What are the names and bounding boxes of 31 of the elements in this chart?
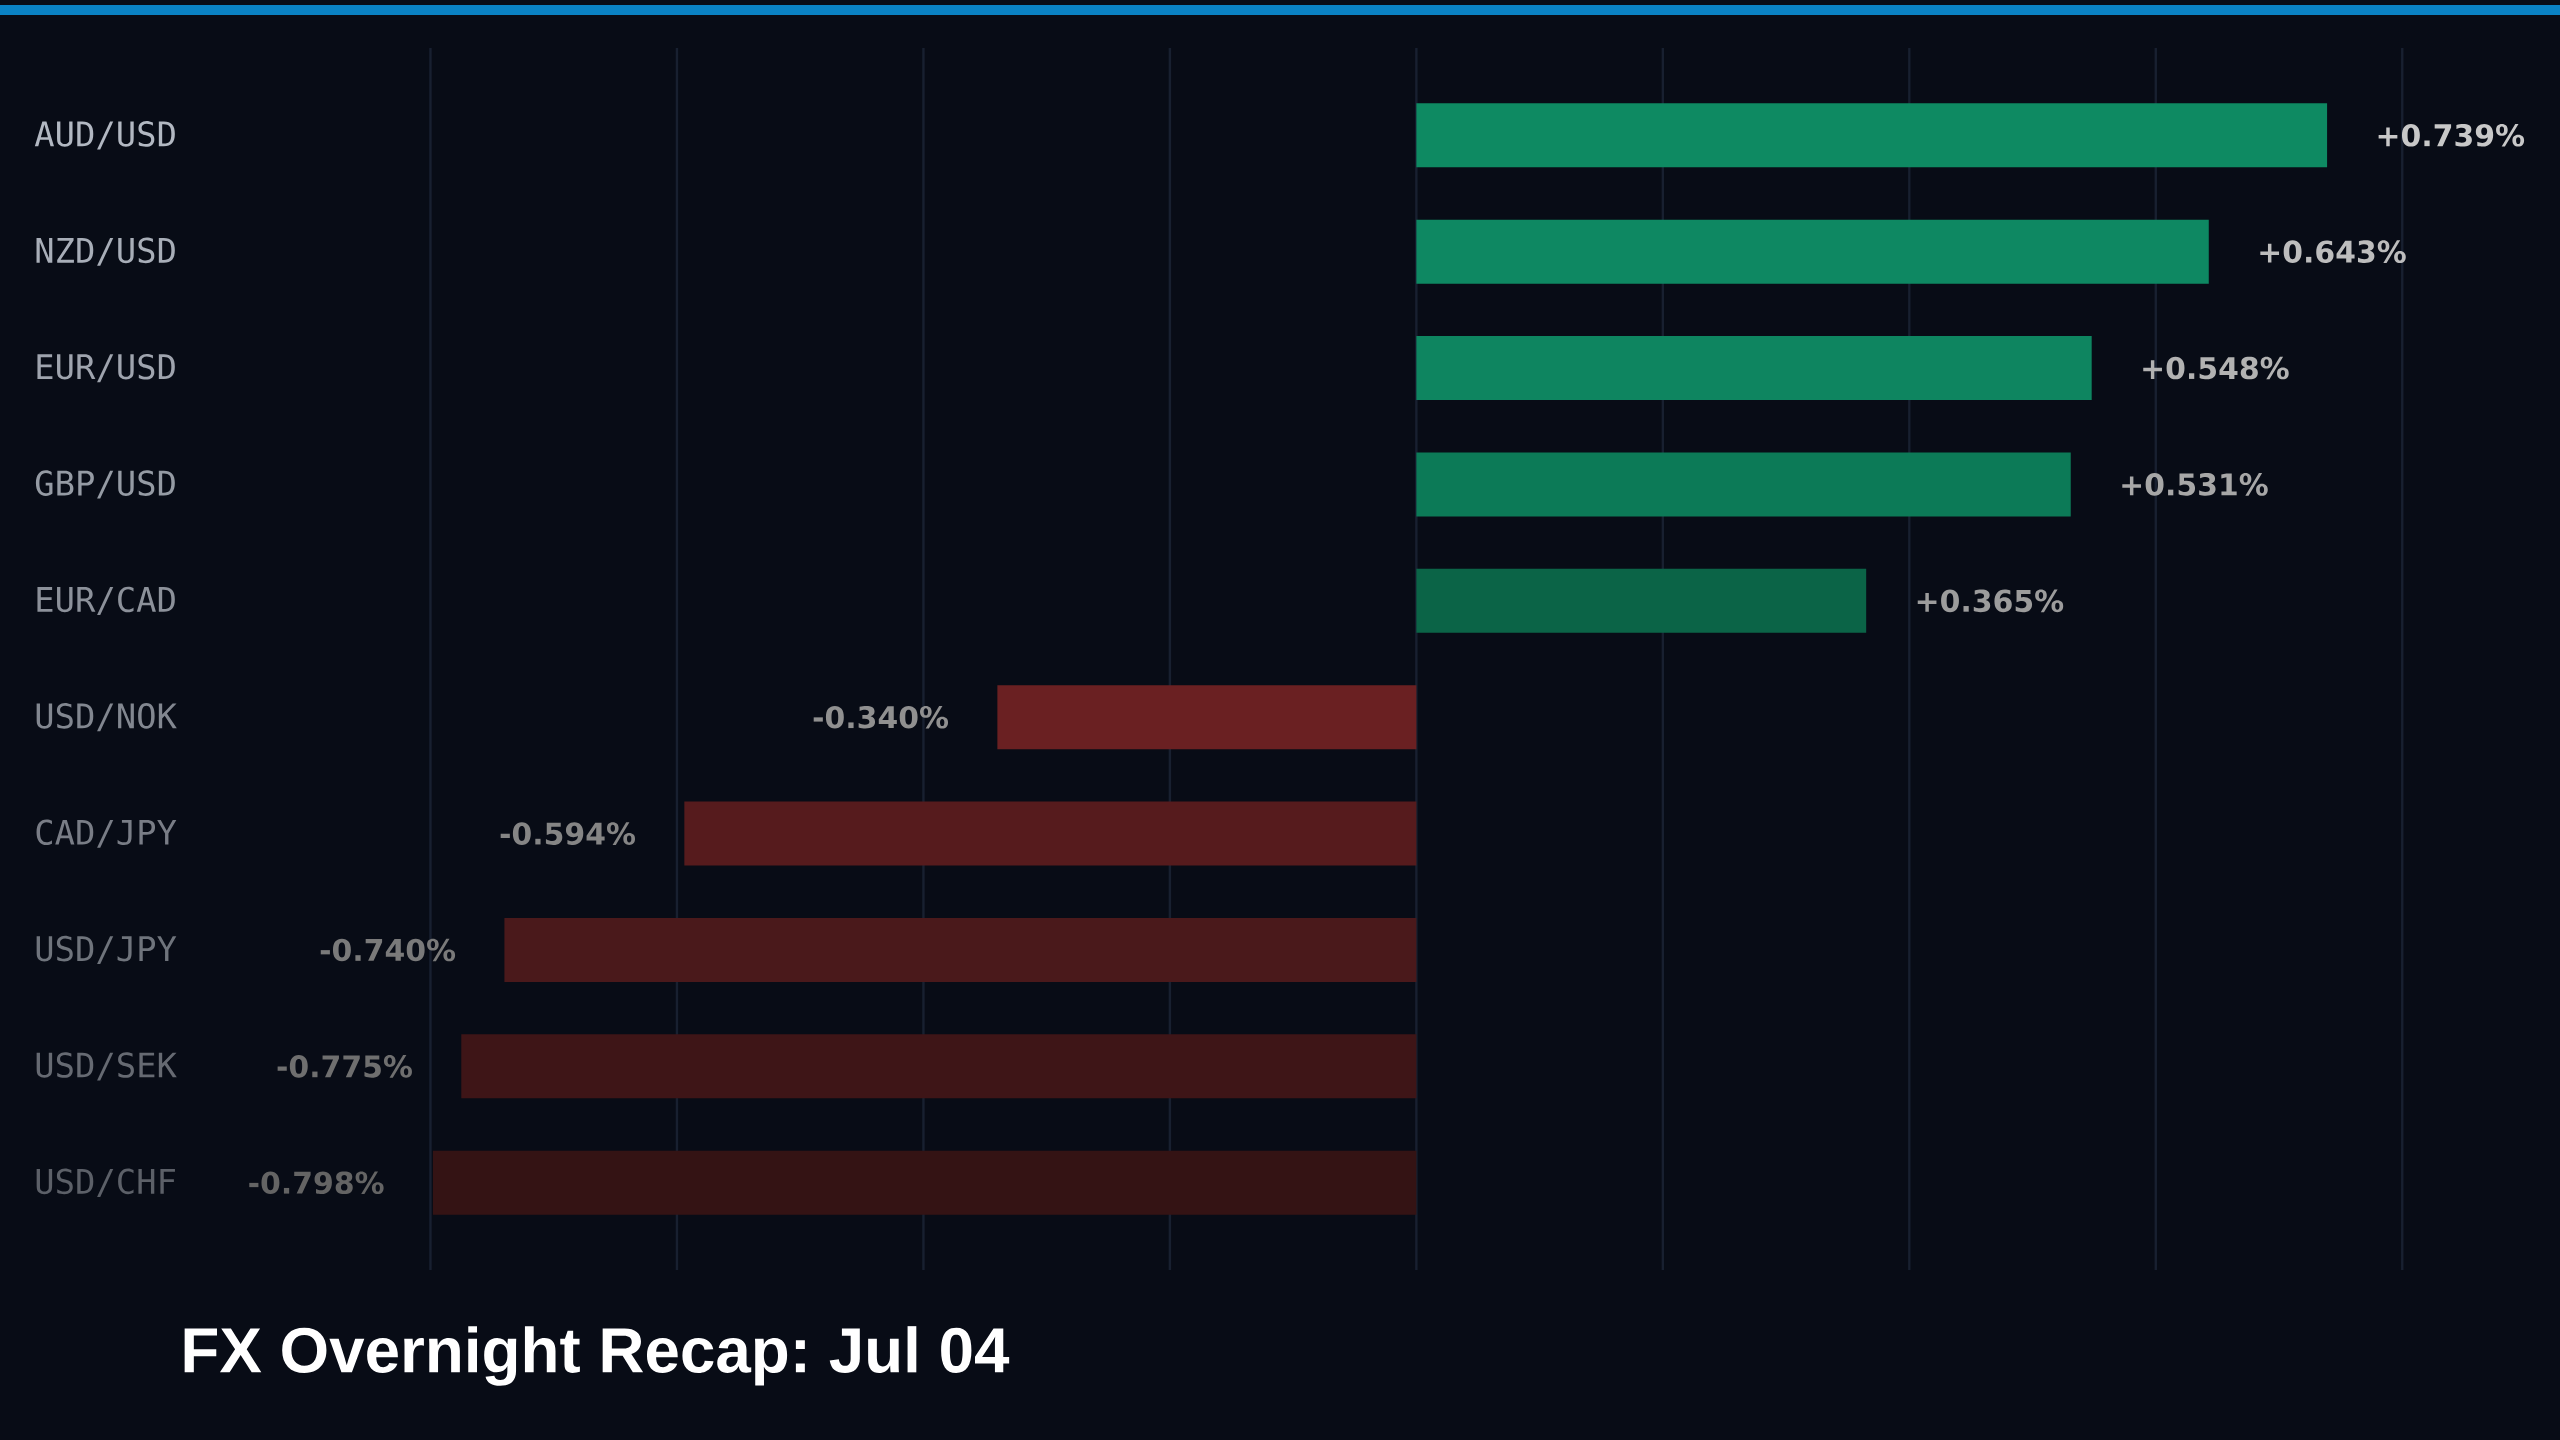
data-label: -0.798% (249, 1171, 384, 1195)
data-label: +0.643% (2260, 240, 2406, 263)
bar (432, 1150, 1417, 1215)
bar (1416, 103, 2328, 168)
y-tick-label: GBP/USD (35, 470, 175, 499)
bar (461, 1034, 1417, 1099)
data-label: -0.594% (500, 822, 636, 845)
y-tick-label: USD/CHF (36, 1168, 175, 1197)
y-tick-label: USD/SEK (36, 1052, 177, 1081)
data-label: -0.340% (813, 705, 949, 729)
data-label: +0.739% (2378, 123, 2525, 147)
y-tick-label: AUD/USD (34, 121, 175, 150)
bar (997, 685, 1417, 750)
y-tick-label: EUR/CAD (37, 586, 175, 615)
y-tick-label: USD/JPY (36, 935, 177, 965)
y-tick-label: USD/NOK (36, 703, 177, 732)
bar (504, 917, 1417, 982)
text: FX Overnight Recap: Jul 04 (184, 1326, 1010, 1386)
y-tick-label: CAD/JPY (36, 819, 177, 848)
data-label: +0.365% (1917, 589, 2064, 613)
y-tick-label: NZD/USD (36, 237, 175, 266)
bar (684, 801, 1417, 866)
data-label: -0.740% (320, 938, 456, 962)
data-label: +0.531% (2122, 473, 2268, 496)
bar (1416, 219, 2209, 284)
bar (1416, 452, 2071, 517)
bar (1416, 336, 2092, 401)
bar (1416, 568, 1867, 633)
data-label: +0.548% (2143, 356, 2289, 380)
data-label: -0.775% (277, 1055, 412, 1078)
y-tick-label: EUR/USD (37, 353, 175, 383)
